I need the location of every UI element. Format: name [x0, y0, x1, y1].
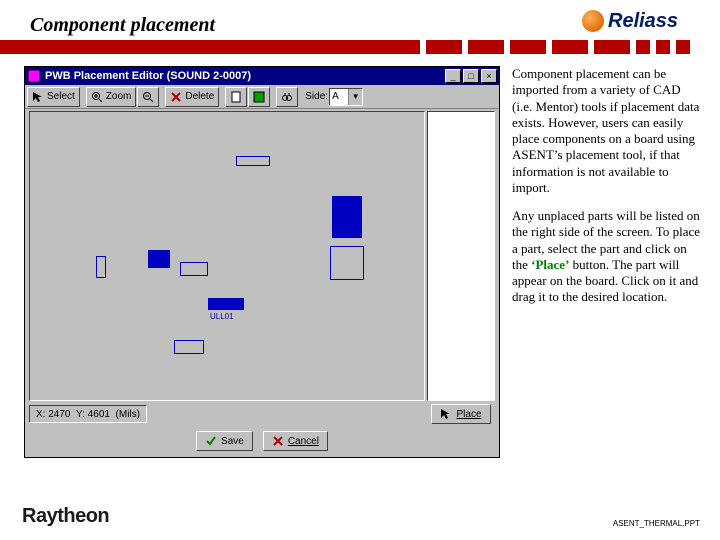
raytheon-logo: Raytheon	[22, 505, 109, 528]
board-component[interactable]	[96, 256, 106, 278]
reliass-logo-text: Reliass	[608, 10, 678, 33]
place-button[interactable]: Place	[431, 404, 490, 424]
title-stripe	[0, 40, 720, 54]
cancel-button[interactable]: Cancel	[263, 431, 328, 451]
page-icon	[230, 91, 242, 103]
toolbar: Select Zoom Delete Side: A ▼	[25, 85, 499, 109]
board-component[interactable]	[330, 246, 364, 280]
body-text: Component placement can be imported from…	[512, 66, 704, 318]
find-tool[interactable]	[276, 87, 298, 107]
check-icon	[205, 435, 217, 447]
binoculars-icon	[281, 91, 293, 103]
unplaced-parts-list[interactable]	[427, 111, 495, 401]
board-canvas[interactable]: ULL01	[29, 111, 425, 401]
zoom-in-tool[interactable]: Zoom	[86, 87, 137, 107]
reliass-logo: Reliass	[582, 8, 702, 34]
board-component[interactable]	[148, 250, 170, 268]
maximize-button[interactable]: □	[463, 69, 479, 83]
place-bar: Place	[427, 403, 495, 425]
place-emphasis: ‘Place’	[531, 257, 569, 272]
delete-tool[interactable]: Delete	[165, 87, 219, 107]
board-component[interactable]	[208, 298, 244, 310]
coord-readout: X: 2470 Y: 4601 (Mils)	[29, 405, 147, 423]
status-bar: X: 2470 Y: 4601 (Mils)	[29, 403, 423, 425]
component-label: ULL01	[210, 312, 234, 321]
board-component[interactable]	[332, 196, 362, 238]
minimize-button[interactable]: _	[445, 69, 461, 83]
save-button[interactable]: Save	[196, 431, 253, 451]
side-label: Side:	[305, 91, 328, 102]
pwb-editor-window: PWB Placement Editor (SOUND 2-0007) _ □ …	[24, 66, 500, 458]
zoom-in-icon	[91, 91, 103, 103]
grid-icon	[253, 91, 265, 103]
board-component[interactable]	[180, 262, 208, 276]
body-para-2: Any unplaced parts will be listed on the…	[512, 208, 704, 306]
app-icon	[27, 69, 41, 83]
titlebar: PWB Placement Editor (SOUND 2-0007) _ □ …	[25, 67, 499, 85]
board-component[interactable]	[174, 340, 204, 354]
canvas-area: ULL01	[29, 111, 495, 401]
slide-title: Component placement	[30, 14, 215, 37]
tool-b[interactable]	[248, 87, 270, 107]
bottom-buttons: Save Cancel	[25, 429, 499, 453]
footer-note: ASENT_THERMAL.PPT	[613, 519, 700, 528]
body-para-1: Component placement can be imported from…	[512, 66, 704, 196]
reliass-orb-icon	[582, 10, 604, 32]
delete-icon	[170, 91, 182, 103]
tool-a[interactable]	[225, 87, 247, 107]
side-select[interactable]: A ▼	[329, 88, 363, 106]
zoom-out-tool[interactable]	[137, 87, 159, 107]
cursor-icon	[440, 408, 452, 420]
window-title: PWB Placement Editor (SOUND 2-0007)	[45, 70, 443, 82]
select-tool[interactable]: Select	[27, 87, 80, 107]
x-icon	[272, 435, 284, 447]
close-button[interactable]: ×	[481, 69, 497, 83]
zoom-out-icon	[142, 91, 154, 103]
cursor-icon	[32, 91, 44, 103]
chevron-down-icon: ▼	[348, 89, 362, 105]
board-component[interactable]	[236, 156, 270, 166]
